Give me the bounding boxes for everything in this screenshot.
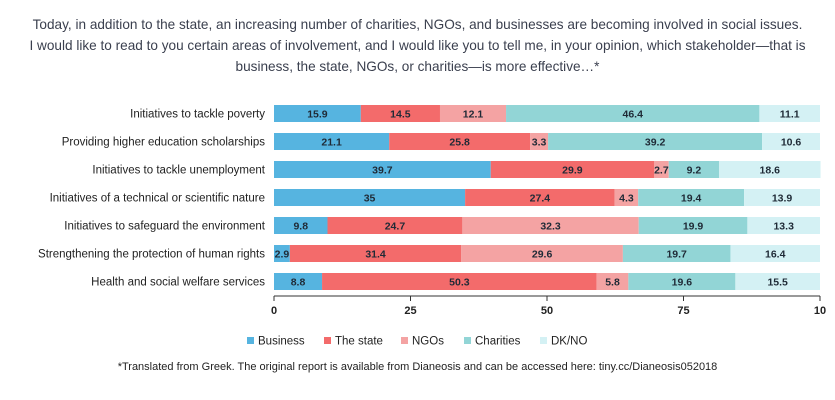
data-label: 5.8 bbox=[605, 277, 620, 289]
bar-segment bbox=[759, 105, 820, 122]
bar-segment bbox=[530, 133, 549, 150]
bar-segment bbox=[465, 189, 615, 206]
bar-segment bbox=[439, 105, 507, 122]
data-label: 50.3 bbox=[449, 277, 470, 289]
data-label: 29.6 bbox=[532, 249, 553, 261]
title-line-3: business, the state, NGOs, or charities—… bbox=[235, 59, 600, 74]
bar-segment bbox=[389, 133, 531, 150]
stacked-bar-chart: Initiatives to tackle poverty 15.9 14.5 12.… bbox=[38, 105, 826, 348]
bar-segment bbox=[718, 161, 821, 178]
category-label: Health and social welfare services bbox=[91, 277, 265, 289]
category-label: Providing higher education scholarships bbox=[62, 137, 266, 149]
footnote: *Translated from Greek. The original rep… bbox=[117, 361, 718, 373]
x-tick-label: 50 bbox=[541, 305, 553, 317]
legend-label: Charities bbox=[475, 336, 521, 348]
bar-segment bbox=[490, 161, 655, 178]
bar-segment bbox=[274, 105, 361, 122]
category-label: Initiatives to tackle unemployment bbox=[92, 165, 265, 177]
category-label: Initiatives to safeguard the environment bbox=[64, 221, 266, 233]
data-label: 8.8 bbox=[291, 277, 306, 289]
title-line-1: Today, in addition to the state, an incr… bbox=[32, 17, 803, 32]
bar-segment bbox=[628, 273, 736, 290]
x-tick-label: 25 bbox=[404, 305, 416, 317]
x-tick-label: 0 bbox=[271, 305, 277, 317]
bar-segment bbox=[735, 273, 820, 290]
data-label: 16.4 bbox=[765, 249, 786, 261]
legend-swatch bbox=[324, 337, 331, 344]
bar-segment bbox=[462, 217, 639, 234]
legend-swatch bbox=[401, 337, 408, 344]
bar-segment bbox=[274, 273, 323, 290]
bar-segment bbox=[327, 217, 463, 234]
data-label: 21.1 bbox=[321, 137, 342, 149]
data-label: 3.3 bbox=[532, 137, 547, 149]
data-label: 13.3 bbox=[773, 221, 794, 233]
legend-label: Business bbox=[258, 336, 305, 348]
data-label: 39.2 bbox=[645, 137, 666, 149]
legend-label: DK/NO bbox=[551, 336, 587, 348]
data-label: 19.9 bbox=[683, 221, 704, 233]
bar-segment bbox=[747, 217, 820, 234]
bar-segment bbox=[461, 245, 623, 262]
bar-segment bbox=[622, 245, 731, 262]
title-line-2: I would like to read to you certain area… bbox=[29, 38, 806, 53]
legend-swatch bbox=[464, 337, 471, 344]
bar-segment bbox=[762, 133, 820, 150]
data-label: 19.7 bbox=[666, 249, 687, 261]
data-label: 25.8 bbox=[449, 137, 470, 149]
legend-swatch bbox=[540, 337, 547, 344]
bar-segment bbox=[668, 161, 719, 178]
bar-segment bbox=[274, 217, 328, 234]
bar-segment bbox=[730, 245, 820, 262]
bar-segment bbox=[654, 161, 669, 178]
legend-label: NGOs bbox=[412, 336, 444, 348]
data-label: 32.3 bbox=[540, 221, 561, 233]
data-label: 9.2 bbox=[687, 165, 702, 177]
data-label: 2.7 bbox=[654, 165, 669, 177]
data-label: 9.8 bbox=[293, 221, 308, 233]
bar-segment bbox=[360, 105, 440, 122]
bar-segment bbox=[322, 273, 597, 290]
legend-swatch bbox=[247, 337, 254, 344]
bar-segment bbox=[638, 217, 748, 234]
legend-label: The state bbox=[335, 336, 383, 348]
data-label: 2.9 bbox=[275, 249, 290, 261]
bar-segment bbox=[506, 105, 760, 122]
bar-segment bbox=[548, 133, 763, 150]
data-label: 11.1 bbox=[780, 109, 800, 121]
data-label: 46.4 bbox=[623, 109, 644, 121]
bar-segment bbox=[744, 189, 820, 206]
data-label: 19.6 bbox=[672, 277, 693, 289]
data-label: 10.6 bbox=[781, 137, 802, 149]
data-label: 31.4 bbox=[365, 249, 386, 261]
bar-segment bbox=[274, 161, 491, 178]
data-label: 15.5 bbox=[767, 277, 788, 289]
data-label: 19.4 bbox=[681, 193, 702, 205]
data-label: 35 bbox=[364, 193, 376, 205]
bar-segment bbox=[274, 189, 466, 206]
bar-segment bbox=[614, 189, 639, 206]
category-label: Initiatives to tackle poverty bbox=[130, 109, 265, 121]
bar-segment bbox=[596, 273, 629, 290]
data-label: 12.1 bbox=[463, 109, 484, 121]
data-label: 4.3 bbox=[619, 193, 634, 205]
data-label: 29.9 bbox=[562, 165, 583, 177]
category-label: Initiatives of a technical or scientific… bbox=[50, 193, 265, 205]
data-label: 39.7 bbox=[372, 165, 393, 177]
data-label: 18.6 bbox=[760, 165, 781, 177]
bar-segment bbox=[274, 245, 290, 262]
x-tick-label: 10 bbox=[814, 305, 826, 317]
data-label: 24.7 bbox=[385, 221, 406, 233]
data-label: 14.5 bbox=[390, 109, 411, 121]
category-label: Strengthening the protection of human ri… bbox=[38, 249, 265, 261]
chart-title: Today, in addition to the state, an incr… bbox=[10, 14, 825, 77]
bar-segment bbox=[638, 189, 745, 206]
x-tick-label: 75 bbox=[677, 305, 689, 317]
data-label: 13.9 bbox=[772, 193, 793, 205]
bar-segment bbox=[289, 245, 462, 262]
bar-segment bbox=[274, 133, 390, 150]
data-label: 27.4 bbox=[530, 193, 551, 205]
data-label: 15.9 bbox=[307, 109, 328, 121]
